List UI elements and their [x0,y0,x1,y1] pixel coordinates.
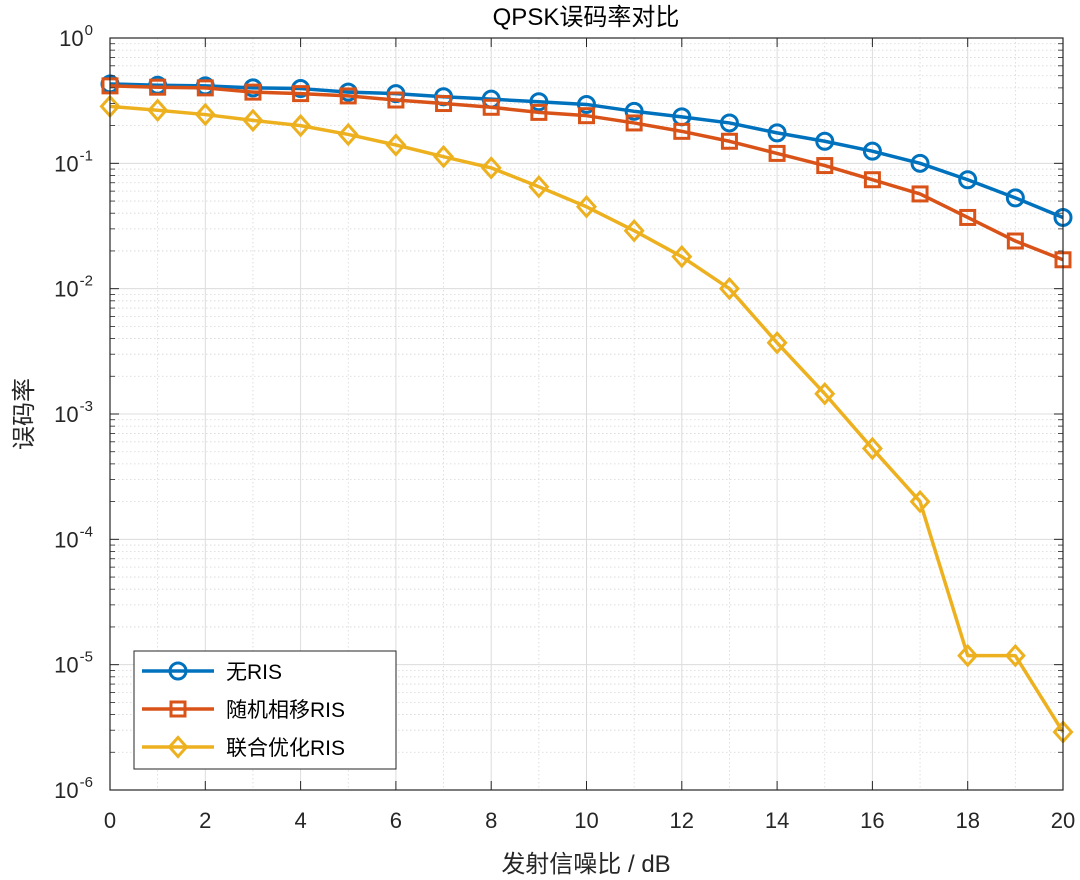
data-point [196,79,214,97]
data-point [911,185,929,203]
data-point [480,156,502,180]
data-point [387,91,405,109]
x-tick-label: 4 [294,808,306,833]
data-point [530,103,548,121]
series-lines [99,74,1074,744]
legend-marker [167,735,189,759]
x-tick-label: 0 [104,808,116,833]
data-point [529,92,549,112]
data-point [339,87,357,105]
data-point [767,123,787,143]
y-tick-label: 10-1 [54,147,93,176]
legend-entry: 无RIS [142,661,282,684]
y-tick-label: 10-4 [54,523,93,552]
y-tick-label: 10-5 [54,649,93,678]
data-point [863,171,881,189]
data-point [718,276,740,301]
data-point [433,144,455,169]
data-point [575,195,598,219]
chart-title: QPSK误码率对比 [493,4,680,31]
x-axis-label: 发射信噪比 / dB [501,851,670,878]
data-point [1005,188,1025,208]
data-point [194,102,216,127]
x-tick-label: 20 [1051,808,1075,833]
data-point [577,94,596,114]
series-3 [99,94,1074,744]
data-point [958,170,978,190]
data-point [147,98,169,123]
series-line [109,82,1064,220]
data-point [909,489,931,514]
data-point [861,436,883,461]
x-tick-label: 8 [485,808,497,833]
data-point [719,113,739,133]
data-point [815,131,835,151]
data-point [290,113,312,138]
data-point [244,83,262,101]
data-point [528,175,550,199]
series-line [109,84,1064,262]
data-point [1004,643,1026,668]
data-point [624,101,644,121]
x-tick-label: 14 [765,808,789,833]
data-point [957,643,979,668]
legend-label: 随机相移RIS [226,699,345,722]
data-point [1006,232,1024,250]
data-point [435,95,453,113]
y-tick-label: 10-6 [54,774,93,803]
series-2 [101,77,1072,269]
legend-label: 联合优化RIS [226,737,345,760]
data-point [862,141,882,161]
legend-marker [168,661,188,681]
data-point [623,218,645,243]
legend-marker [169,700,187,718]
y-tick-label: 10-2 [54,273,93,302]
x-tick-label: 16 [860,808,884,833]
data-point [625,114,643,132]
data-point [768,144,786,162]
series-line [109,104,1065,733]
data-point [337,122,359,147]
data-point [292,85,310,103]
data-point [910,153,930,173]
legend-entry: 随机相移RIS [142,699,345,722]
legend: 无RIS 随机相移RIS 联合优化RIS [133,650,397,770]
y-tick-labels: 100 10-1 10-2 10-3 10-4 10-5 10-6 [54,22,93,803]
data-point [766,331,788,355]
y-tick-label: 10-3 [54,398,93,427]
data-point [816,157,834,175]
data-point [720,132,738,150]
data-point [814,382,836,406]
data-point [149,78,167,96]
data-point [482,98,500,116]
legend-entry: 联合优化RIS [142,735,345,760]
axis-ticks [109,37,1064,791]
data-point [242,108,264,133]
legend-label: 无RIS [226,661,282,684]
x-tick-label: 2 [199,808,211,833]
x-tick-label: 6 [390,808,402,833]
data-point [673,122,691,140]
data-point [671,244,693,269]
data-point [385,133,407,157]
x-tick-label: 18 [955,808,979,833]
data-point [578,107,595,125]
data-point [959,208,977,226]
y-axis-label: 误码率 [11,378,38,450]
x-tick-labels: 0 2 4 6 8 10 12 14 16 18 20 [104,808,1075,833]
x-tick-label: 10 [574,808,598,833]
y-tick-label: 100 [59,22,93,51]
x-tick-label: 12 [670,808,694,833]
